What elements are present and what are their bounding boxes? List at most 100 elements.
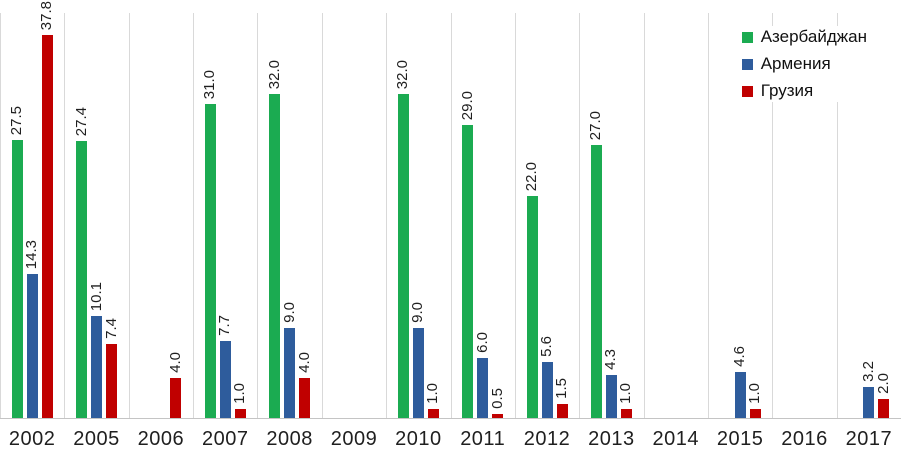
value-label: 22.0 [523, 161, 541, 191]
bar-Армения-2012 [541, 362, 553, 419]
bar-slot: 4.0 [296, 0, 313, 419]
legend-item-Грузия: Грузия [741, 82, 867, 100]
bar-slot: 1.0 [231, 0, 248, 419]
x-tick-label-2010: 2010 [395, 428, 442, 450]
legend-item-Азербайджан: Азербайджан [741, 27, 867, 46]
bar-Армения-2005 [91, 316, 103, 419]
bar-Азербайджан-2012 [526, 196, 538, 419]
year-group-2011: 29.0 6.0 0.5 [451, 0, 515, 419]
gridline-cell [514, 13, 579, 419]
value-label: 5.6 [538, 336, 556, 357]
value-label: 4.3 [602, 349, 620, 370]
x-tick-label-2009: 2009 [330, 428, 378, 450]
value-label: 29.0 [458, 90, 476, 120]
value-label: 37.8 [38, 0, 56, 30]
x-axis-labels: 2002 2005 2006 2007 2008 2009 2010 2011 2012 2013… [0, 423, 901, 455]
bar-slot [655, 0, 666, 419]
value-label: 4.0 [166, 352, 184, 373]
legend-label: Азербайджан [760, 27, 867, 46]
year-group-2005: 27.4 10.1 7.4 [64, 0, 128, 419]
bar-Армения-2007 [219, 341, 231, 419]
gridline-cell [386, 13, 450, 419]
value-label: 1.0 [617, 383, 635, 404]
year-group-2008: 32.0 9.0 4.0 [257, 0, 321, 419]
bar-slot: 37.8 [38, 0, 55, 419]
bar-Грузия-2015 [749, 409, 761, 419]
legend-swatch-icon [741, 85, 753, 97]
value-label: 1.0 [424, 383, 442, 404]
year-group-2007: 31.0 7.7 1.0 [193, 0, 257, 419]
value-label: 2.0 [874, 373, 892, 394]
bar-Грузия-2013 [620, 409, 632, 419]
bar-slot: 1.5 [553, 0, 570, 419]
year-group-2017: 3.2 2.0 [837, 0, 901, 419]
bar-Азербайджан-2007 [204, 104, 216, 419]
bar-Грузия-2006 [170, 378, 182, 419]
value-label: 1.5 [553, 378, 571, 399]
bar-slot: 4.3 [602, 0, 619, 419]
year-group-2013: 27.0 4.3 1.0 [579, 0, 643, 419]
bar-Армения-2017 [863, 387, 875, 419]
gridline-cell [128, 13, 193, 419]
bar-slot: 9.0 [409, 0, 426, 419]
year-group-2002: 27.5 14.3 37.8 [0, 0, 64, 419]
gridlines [0, 13, 901, 419]
bar-Грузия-2017 [878, 399, 890, 419]
value-label: 31.0 [201, 69, 219, 99]
bar-slot: 9.0 [281, 0, 298, 419]
value-label: 9.0 [409, 302, 427, 323]
bar-slot [363, 0, 374, 419]
bar-Азербайджан-2008 [269, 94, 281, 419]
bar-slot: 7.4 [103, 0, 120, 419]
bar-Азербайджан-2010 [397, 94, 409, 419]
bar-Азербайджан-2005 [76, 141, 88, 419]
gridline-cell [579, 13, 643, 419]
x-axis-line [0, 418, 901, 419]
bar-slot: 32.0 [394, 0, 411, 419]
bar-slot: 3.2 [860, 0, 877, 419]
x-tick-label-2012: 2012 [523, 428, 571, 450]
year-group-2009 [322, 0, 386, 419]
value-label: 0.5 [488, 388, 506, 409]
gridline-cell [643, 13, 708, 419]
x-tick-label-2011: 2011 [460, 428, 506, 450]
legend-swatch-icon [741, 31, 753, 43]
x-tick-label-2013: 2013 [588, 428, 635, 450]
gridline-cell [257, 13, 321, 419]
gridline-cell [836, 13, 901, 419]
value-label: 9.0 [280, 302, 298, 323]
x-tick-label-2002: 2002 [8, 428, 56, 450]
bar-slot: 32.0 [266, 0, 283, 419]
year-group-2014 [644, 0, 708, 419]
bar-slot [685, 0, 696, 419]
value-label: 1.0 [746, 383, 764, 404]
x-tick-label-2017: 2017 [845, 428, 893, 450]
bar-slot: 6.0 [474, 0, 491, 419]
bar-Азербайджан-2011 [462, 125, 474, 419]
value-label: 4.0 [295, 352, 313, 373]
value-label: 7.4 [102, 318, 120, 339]
bar-slot [333, 0, 344, 419]
year-group-2012: 22.0 5.6 1.5 [515, 0, 579, 419]
value-label: 10.1 [87, 281, 105, 311]
value-label: 6.0 [473, 332, 491, 353]
bar-slot: 14.3 [23, 0, 40, 419]
x-tick-label-2016: 2016 [781, 428, 828, 450]
bar-slot: 2.0 [875, 0, 892, 419]
legend-label: Армения [760, 54, 831, 73]
x-tick-label-2005: 2005 [73, 428, 120, 450]
bar-slot: 4.0 [167, 0, 184, 419]
bar-slot: 27.4 [73, 0, 90, 419]
x-tick-label-2006: 2006 [137, 428, 185, 450]
bar-slot [720, 0, 731, 419]
bar-Азербайджан-2002 [11, 140, 23, 419]
value-label: 32.0 [394, 59, 412, 89]
bar-Грузия-2007 [234, 409, 246, 419]
bar-slot: 31.0 [201, 0, 218, 419]
gridline-cell [193, 13, 257, 419]
bar-slot: 29.0 [459, 0, 476, 419]
bar-slot [670, 0, 681, 419]
bar-Армения-2015 [734, 372, 746, 419]
bar-slot: 22.0 [523, 0, 540, 419]
